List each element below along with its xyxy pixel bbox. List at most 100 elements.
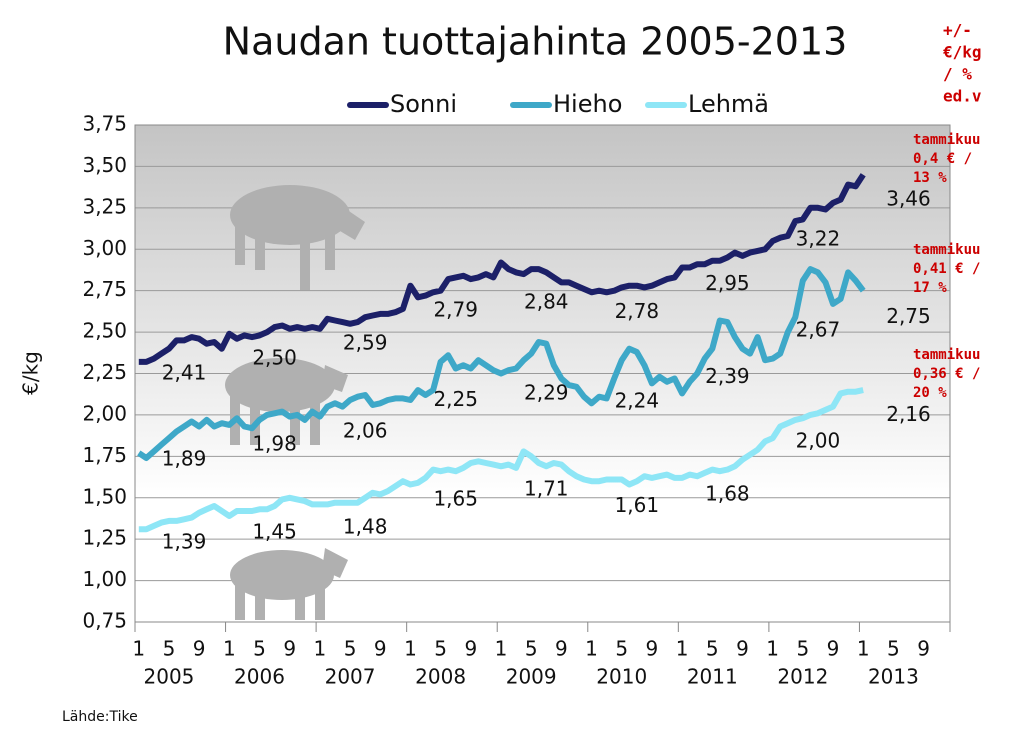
data-label: 2,24 <box>615 389 660 413</box>
y-tick-label: 1,75 <box>82 443 127 467</box>
data-label: 2,75 <box>886 304 931 328</box>
x-tick-label: 5 <box>615 637 628 661</box>
series-line <box>138 387 864 533</box>
data-label: 3,22 <box>796 226 841 250</box>
data-label: 1,61 <box>615 493 660 517</box>
y-tick-label: 3,50 <box>82 153 127 177</box>
note: 13 % <box>913 170 947 186</box>
year-label: 2010 <box>596 665 647 689</box>
x-tick-label: 5 <box>525 637 538 661</box>
x-tick-label: 9 <box>283 637 296 661</box>
data-label: 2,95 <box>705 271 750 295</box>
x-tick-label: 1 <box>585 637 598 661</box>
x-tick-label: 9 <box>736 637 749 661</box>
data-label: 1,71 <box>524 476 569 500</box>
data-label: 1,45 <box>252 520 297 544</box>
data-label: 2,25 <box>433 387 478 411</box>
x-tick-label: 5 <box>163 637 176 661</box>
series-line <box>138 173 866 365</box>
x-tick-label: 1 <box>766 637 779 661</box>
data-label: 2,41 <box>162 360 207 384</box>
y-tick-label: 1,50 <box>82 484 127 508</box>
data-label: 1,48 <box>343 515 388 539</box>
note: tammikuu <box>913 242 980 258</box>
note: 0,36 € / <box>913 366 980 382</box>
y-tick-label: 3,00 <box>82 236 127 260</box>
x-tick-label: 9 <box>917 637 930 661</box>
data-label: 2,39 <box>705 364 750 388</box>
x-tick-label: 9 <box>193 637 206 661</box>
legend-label: Sonni <box>390 90 457 118</box>
x-tick-label: 9 <box>464 637 477 661</box>
data-label: 2,84 <box>524 289 569 313</box>
y-tick-label: 2,75 <box>82 277 127 301</box>
year-label: 2012 <box>777 665 828 689</box>
data-label: 2,50 <box>252 346 297 370</box>
y-tick-label: 2,50 <box>82 319 127 343</box>
data-label: 1,65 <box>433 486 478 510</box>
data-label: 2,67 <box>796 317 841 341</box>
x-tick-label: 1 <box>223 637 236 661</box>
data-label: 2,78 <box>615 299 660 323</box>
y-tick-label: 3,75 <box>82 112 127 136</box>
y-tick-label: 1,25 <box>82 526 127 550</box>
y-tick-label: 2,25 <box>82 360 127 384</box>
x-tick-label: 1 <box>314 637 327 661</box>
x-tick-label: 1 <box>495 637 508 661</box>
y-tick-label: 1,00 <box>82 567 127 591</box>
note: tammikuu <box>913 132 980 148</box>
note: 0,41 € / <box>913 261 980 277</box>
cow-icon <box>230 548 348 620</box>
x-tick-label: 5 <box>434 637 447 661</box>
source: Lähde:Tike <box>62 709 138 725</box>
data-label: 3,46 <box>886 187 931 211</box>
x-tick-label: 9 <box>827 637 840 661</box>
note-header: +/- <box>943 21 972 40</box>
x-tick-label: 5 <box>796 637 809 661</box>
data-label: 2,79 <box>433 298 478 322</box>
data-label: 1,98 <box>252 432 297 456</box>
note: 0,4 € / <box>913 151 972 167</box>
year-label: 2006 <box>234 665 285 689</box>
note: 17 % <box>913 280 947 296</box>
chart-title: Naudan tuottajahinta 2005-2013 <box>223 20 848 64</box>
x-tick-label: 9 <box>555 637 568 661</box>
note: tammikuu <box>913 347 980 363</box>
legend-label: Hieho <box>553 90 622 118</box>
x-tick-label: 9 <box>646 637 659 661</box>
data-label: 2,16 <box>886 402 931 426</box>
data-label: 2,29 <box>524 380 569 404</box>
x-tick-label: 5 <box>344 637 357 661</box>
data-label: 1,89 <box>162 447 207 471</box>
year-label: 2011 <box>687 665 738 689</box>
x-tick-label: 1 <box>676 637 689 661</box>
year-label: 2008 <box>415 665 466 689</box>
note-header: / % <box>943 65 972 84</box>
y-tick-label: 0,75 <box>82 609 127 633</box>
data-label: 1,39 <box>162 529 207 553</box>
y-tick-label: 3,25 <box>82 194 127 218</box>
cow-icons <box>225 185 365 620</box>
note-header: €/kg <box>943 43 982 62</box>
x-tick-label: 1 <box>857 637 870 661</box>
year-label: 2013 <box>868 665 919 689</box>
series-line <box>137 266 866 461</box>
x-tick-label: 1 <box>404 637 417 661</box>
x-tick-label: 9 <box>374 637 387 661</box>
x-tick-label: 1 <box>132 637 145 661</box>
cow-icon <box>225 358 348 445</box>
plot-border <box>134 124 951 623</box>
data-label: 1,68 <box>705 481 750 505</box>
note: 20 % <box>913 385 947 401</box>
x-tick-label: 5 <box>887 637 900 661</box>
y-axis-label: €/kg <box>19 351 43 395</box>
year-label: 2005 <box>144 665 195 689</box>
note-header: ed.v <box>943 87 982 106</box>
x-tick-label: 5 <box>253 637 266 661</box>
year-label: 2007 <box>325 665 376 689</box>
cow-icon <box>230 185 365 290</box>
data-label: 2,00 <box>796 428 841 452</box>
x-tick-label: 5 <box>706 637 719 661</box>
y-tick-label: 2,00 <box>82 401 127 425</box>
